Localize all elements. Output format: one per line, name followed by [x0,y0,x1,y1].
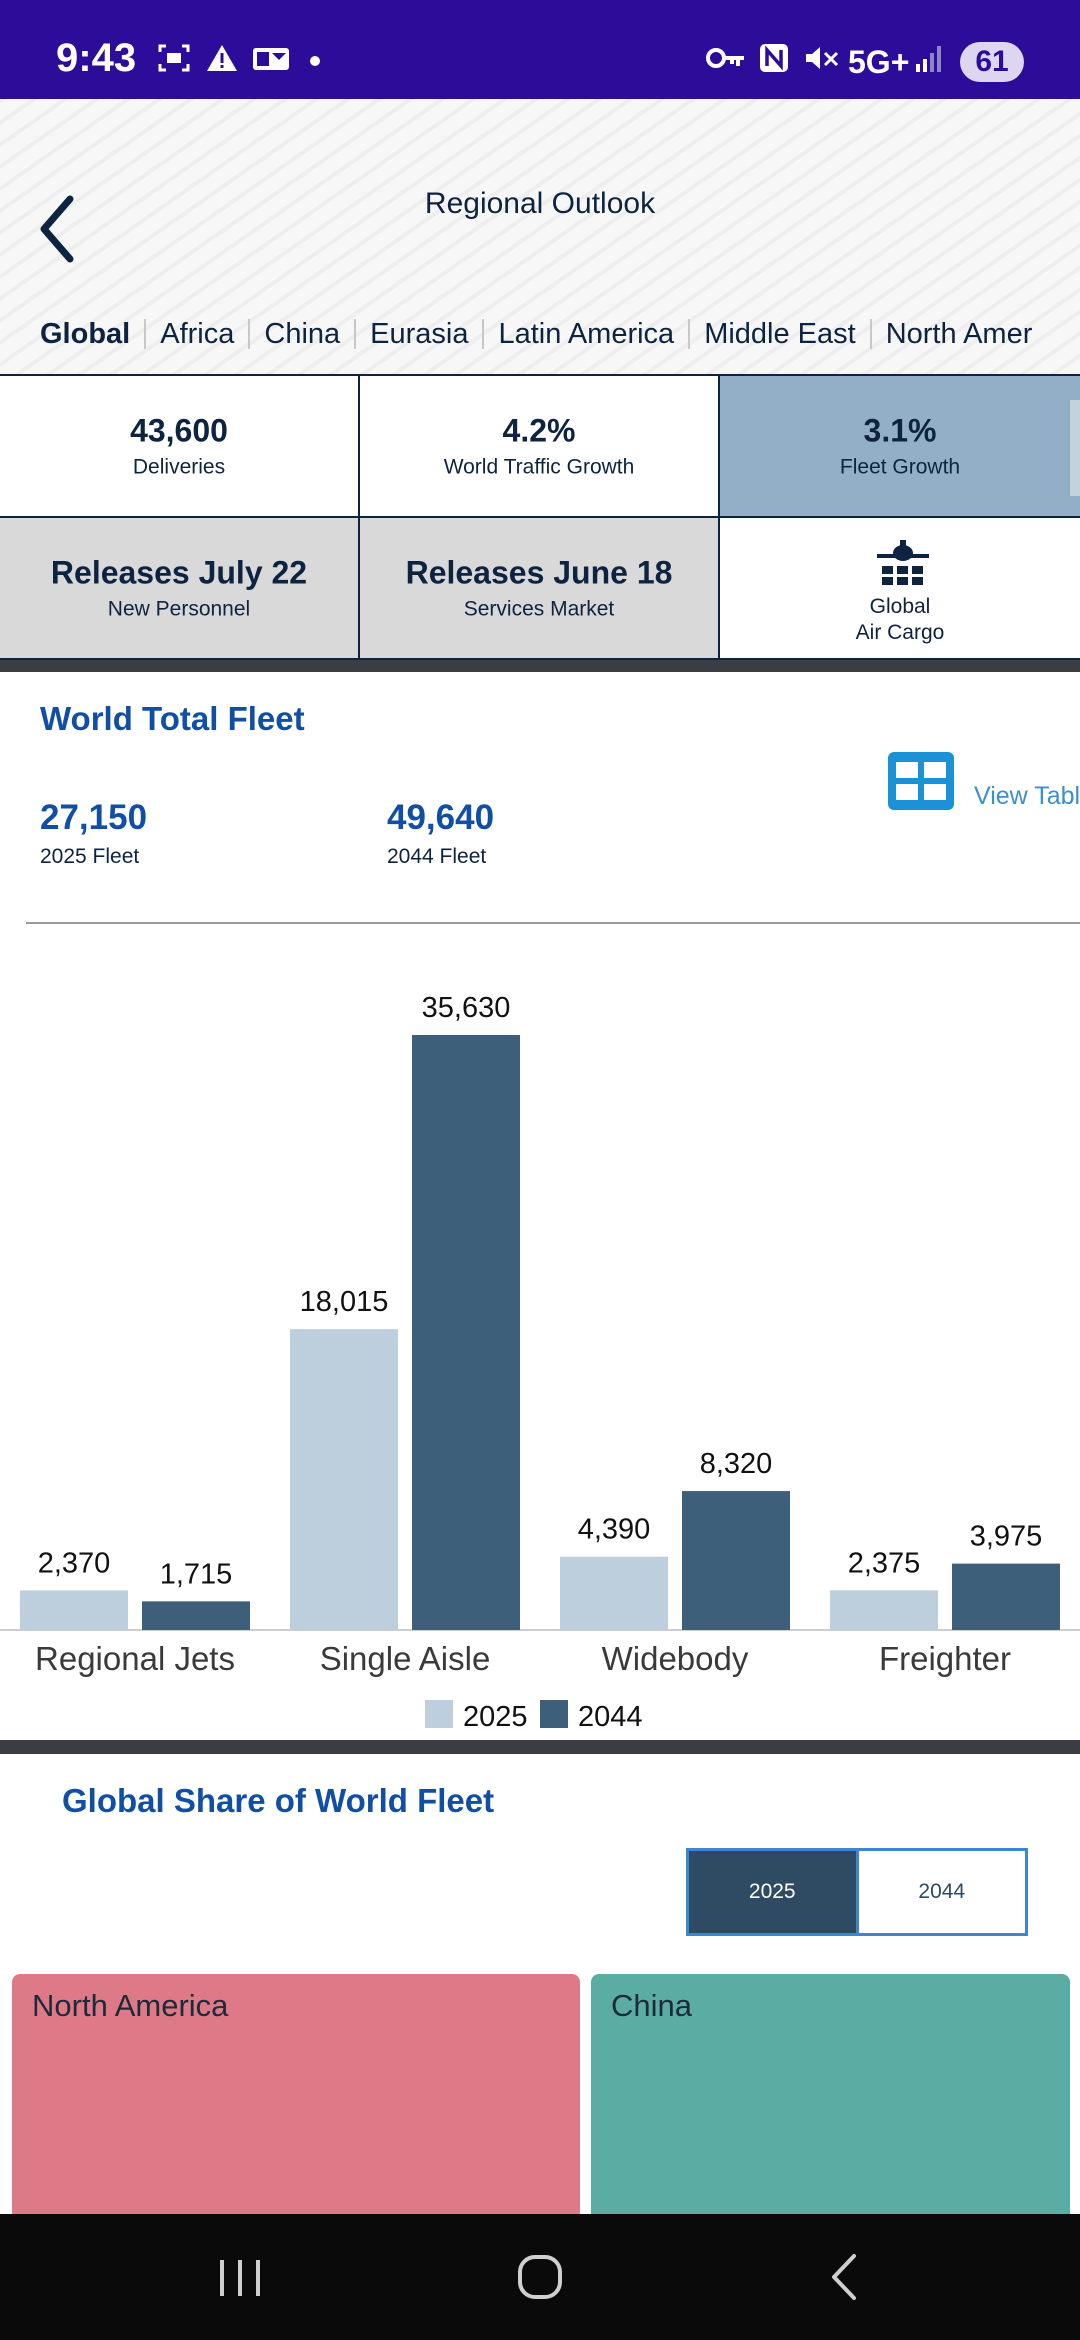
header: Regional Outlook Global Africa China Eur… [0,99,1080,375]
nfc-icon [760,44,788,72]
release-label: Services Market [463,597,615,621]
back-nav-icon[interactable] [804,2244,884,2310]
fleet-2025-value: 27,150 [40,798,148,837]
outlook-icon [253,48,289,70]
bar-2044-single-aisle[interactable] [412,1035,520,1630]
scroll-indicator [1070,400,1080,496]
section-divider [0,1740,1080,1754]
section-divider [0,660,1080,672]
status-bar: 9:43 5G+ 61 [0,0,1080,99]
fleet-2025-label: 2025 Fleet [40,845,140,868]
stat-label: World Traffic Growth [443,455,635,479]
tab-global[interactable]: Global [40,319,147,349]
tile-label: China [611,1988,692,2023]
tab-africa[interactable]: Africa [146,319,251,349]
bar-value-label: 3,975 [970,1521,1043,1553]
bar-2025-widebody[interactable] [560,1556,668,1630]
status-time: 9:43 [56,36,137,80]
tab-middle-east[interactable]: Middle East [690,319,872,349]
system-nav-bar [0,2214,1080,2340]
bar-value-label: 2,370 [38,1547,111,1579]
stat-label: Fleet Growth [839,455,961,479]
tab-eurasia[interactable]: Eurasia [356,319,485,349]
fleet-2044-value: 49,640 [387,798,495,837]
tile-label: North America [32,1988,229,2023]
table-icon [888,752,954,810]
stat-label: Deliveries [132,455,226,479]
bar-value-label: 8,320 [700,1448,773,1480]
bar-2025-freighter[interactable] [830,1590,938,1630]
bar-2044-freighter[interactable] [952,1563,1060,1630]
notification-dot [310,56,320,66]
global-air-cargo-card[interactable]: Global Air Cargo [718,516,1080,660]
view-table-button[interactable]: View Table [888,750,1080,814]
stat-fleet-growth-card[interactable]: 3.1% Fleet Growth [718,374,1080,518]
bar-value-label: 35,630 [422,992,511,1024]
region-tabs: Global Africa China Eurasia Latin Americ… [40,309,1046,359]
release-title: Releases June 18 [405,554,673,591]
stat-value: 3.1% [863,412,937,449]
fleet-2044-label: 2044 Fleet [387,845,487,868]
home-icon[interactable] [500,2244,580,2310]
tile-north-america[interactable]: North America [12,1974,580,2224]
bar-2025-regional-jets[interactable] [20,1590,128,1630]
view-table-label: View Table [974,782,1080,810]
new-personnel-card[interactable]: Releases July 22 New Personnel [0,516,360,660]
stat-traffic-growth-card[interactable]: 4.2% World Traffic Growth [358,374,720,518]
back-chevron-icon[interactable] [30,189,90,269]
release-label: New Personnel [107,597,251,621]
category-label: Single Aisle [320,1640,491,1677]
year-toggle: 2025 2044 [686,1848,1028,1936]
fleet-bar-chart: 2,370 1,715 Regional Jets 18,015 35,630 Singl… [0,992,1080,1733]
bar-value-label: 4,390 [578,1514,651,1546]
tile-china[interactable]: China [591,1974,1070,2224]
year-2044-button[interactable]: 2044 [858,1851,1025,1933]
bar-2044-regional-jets[interactable] [142,1601,250,1630]
year-2025-button[interactable]: 2025 [689,1851,859,1933]
bar-value-label: 1,715 [160,1558,233,1590]
legend-label: 2044 [578,1701,643,1733]
signal-icon [916,46,941,72]
release-title: Releases July 22 [50,554,308,591]
warning-icon [207,45,237,71]
stat-deliveries-card[interactable]: 43,600 Deliveries [0,374,360,518]
category-label: Widebody [602,1640,749,1677]
tab-north-america[interactable]: North Amer [885,318,1033,350]
mute-icon [806,47,839,69]
airplane-cargo-icon [877,540,929,585]
vpn-key-icon [706,48,744,68]
tab-latin-america[interactable]: Latin America [484,319,691,349]
stat-value: 43,600 [130,412,228,449]
services-market-card[interactable]: Releases June 18 Services Market [358,516,720,660]
legend-swatch [540,1700,568,1728]
fleet-section-title: World Total Fleet [40,700,305,737]
bar-value-label: 18,015 [300,1286,389,1318]
legend-swatch [425,1700,453,1728]
stat-value: 4.2% [502,412,576,449]
network-type: 5G+ [848,44,910,80]
share-section-title: Global Share of World Fleet [62,1782,495,1819]
bar-2044-widebody[interactable] [682,1491,790,1630]
screenshot-icon [158,44,190,72]
page-title: Regional Outlook [424,187,656,220]
fleet-divider [26,922,1080,924]
cargo-label-line2: Air Cargo [855,621,945,644]
battery-indicator: 61 [960,42,1024,82]
category-label: Regional Jets [35,1640,235,1677]
category-label: Freighter [879,1640,1011,1677]
cargo-label-line1: Global [869,595,931,618]
legend-label: 2025 [463,1701,528,1733]
tab-china[interactable]: China [250,319,357,349]
bar-value-label: 2,375 [848,1547,921,1579]
recent-apps-icon[interactable] [200,2244,280,2310]
bar-2025-single-aisle[interactable] [290,1329,398,1630]
